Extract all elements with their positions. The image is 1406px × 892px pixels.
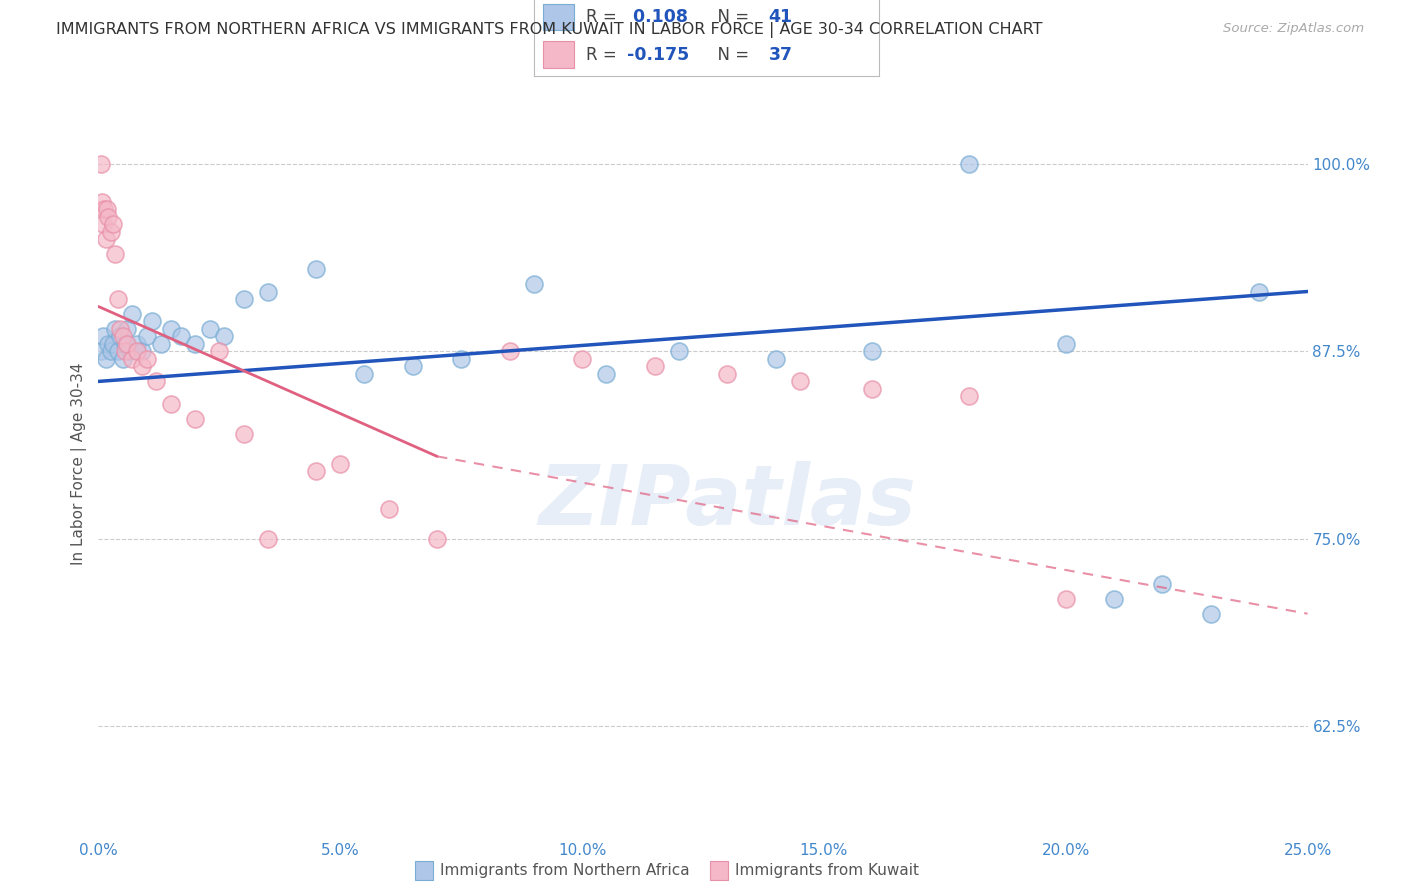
Point <box>232 426 254 441</box>
Point <box>716 367 738 381</box>
Point <box>208 344 231 359</box>
Point <box>97 337 120 351</box>
Point <box>644 359 666 374</box>
Text: R =: R = <box>586 8 621 26</box>
Point <box>94 232 117 246</box>
Point <box>93 202 115 216</box>
Point <box>104 247 127 261</box>
Point <box>256 285 278 299</box>
Point <box>305 464 328 478</box>
Point <box>595 367 617 381</box>
Point <box>127 337 149 351</box>
Point <box>150 337 173 351</box>
Text: 37: 37 <box>769 45 793 63</box>
Y-axis label: In Labor Force | Age 30-34: In Labor Force | Age 30-34 <box>72 362 87 566</box>
Point <box>160 322 183 336</box>
Point <box>498 344 520 359</box>
Point <box>107 292 129 306</box>
Point <box>169 329 191 343</box>
Point <box>101 217 124 231</box>
Point <box>100 225 122 239</box>
Point <box>212 329 235 343</box>
Point <box>198 322 221 336</box>
Text: Immigrants from Northern Africa: Immigrants from Northern Africa <box>440 863 690 878</box>
Point <box>117 322 139 336</box>
Point <box>957 157 980 171</box>
Point <box>135 329 157 343</box>
Point <box>118 344 141 359</box>
Point <box>957 389 980 403</box>
Point <box>96 202 118 216</box>
Text: Source: ZipAtlas.com: Source: ZipAtlas.com <box>1223 22 1364 36</box>
Point <box>91 194 114 209</box>
Point <box>131 344 153 359</box>
Point <box>90 157 112 171</box>
Point <box>1102 591 1125 606</box>
Text: ZIPatlas: ZIPatlas <box>538 461 917 541</box>
Point <box>121 307 143 321</box>
Point <box>377 501 399 516</box>
Point <box>1054 337 1077 351</box>
Point <box>111 351 134 366</box>
Point <box>765 351 787 366</box>
Point <box>523 277 546 291</box>
Point <box>100 344 122 359</box>
Text: 41: 41 <box>769 8 793 26</box>
Text: IMMIGRANTS FROM NORTHERN AFRICA VS IMMIGRANTS FROM KUWAIT IN LABOR FORCE | AGE 3: IMMIGRANTS FROM NORTHERN AFRICA VS IMMIG… <box>56 22 1043 38</box>
Point <box>402 359 425 374</box>
Point <box>141 314 163 328</box>
Point <box>353 367 375 381</box>
Point <box>426 532 449 546</box>
Point <box>121 351 143 366</box>
Point <box>668 344 690 359</box>
Point <box>256 532 278 546</box>
Bar <box>543 4 574 30</box>
Point <box>1152 576 1174 591</box>
Point <box>114 344 136 359</box>
Text: N =: N = <box>707 8 754 26</box>
Point <box>145 375 167 389</box>
Text: Immigrants from Kuwait: Immigrants from Kuwait <box>735 863 920 878</box>
Point <box>1249 285 1271 299</box>
Point <box>104 322 127 336</box>
Point <box>101 337 124 351</box>
Text: N =: N = <box>707 45 754 63</box>
Point <box>91 329 114 343</box>
Point <box>1199 607 1222 621</box>
Point <box>789 375 811 389</box>
Point <box>127 344 149 359</box>
Text: R =: R = <box>586 45 621 63</box>
Point <box>571 351 593 366</box>
Point <box>90 344 112 359</box>
Point <box>117 337 139 351</box>
Point <box>131 359 153 374</box>
Text: 0.108: 0.108 <box>627 8 689 26</box>
Point <box>1054 591 1077 606</box>
Point <box>94 351 117 366</box>
Bar <box>543 41 574 68</box>
Point <box>450 351 472 366</box>
Point <box>135 351 157 366</box>
Point <box>232 292 254 306</box>
Point <box>860 382 883 396</box>
Point <box>860 344 883 359</box>
Point <box>184 337 207 351</box>
Point <box>184 412 207 426</box>
Point <box>91 217 114 231</box>
Point <box>108 322 131 336</box>
Point <box>114 337 136 351</box>
Point <box>107 344 129 359</box>
Point <box>329 457 352 471</box>
Point <box>111 329 134 343</box>
Point <box>108 329 131 343</box>
Point <box>160 397 183 411</box>
Point <box>305 262 328 277</box>
Point <box>97 210 120 224</box>
Text: -0.175: -0.175 <box>627 45 689 63</box>
